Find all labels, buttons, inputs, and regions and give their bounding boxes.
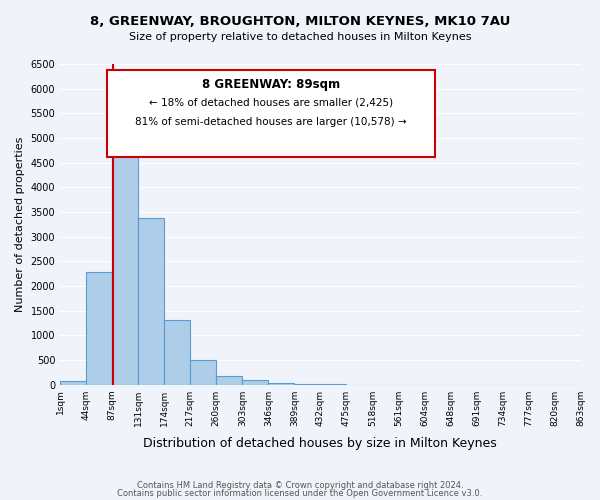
Text: 81% of semi-detached houses are larger (10,578) →: 81% of semi-detached houses are larger (… xyxy=(135,117,407,127)
Bar xyxy=(164,320,190,384)
Text: Contains public sector information licensed under the Open Government Licence v3: Contains public sector information licen… xyxy=(118,488,482,498)
Y-axis label: Number of detached properties: Number of detached properties xyxy=(15,136,25,312)
Text: Contains HM Land Registry data © Crown copyright and database right 2024.: Contains HM Land Registry data © Crown c… xyxy=(137,481,463,490)
Text: 8, GREENWAY, BROUGHTON, MILTON KEYNES, MK10 7AU: 8, GREENWAY, BROUGHTON, MILTON KEYNES, M… xyxy=(90,15,510,28)
Bar xyxy=(138,218,164,384)
Bar xyxy=(112,116,138,384)
Bar xyxy=(190,360,216,384)
Bar xyxy=(216,376,242,384)
Bar xyxy=(242,380,268,384)
X-axis label: Distribution of detached houses by size in Milton Keynes: Distribution of detached houses by size … xyxy=(143,437,497,450)
FancyBboxPatch shape xyxy=(107,70,435,157)
Text: ← 18% of detached houses are smaller (2,425): ← 18% of detached houses are smaller (2,… xyxy=(149,98,393,108)
Text: 8 GREENWAY: 89sqm: 8 GREENWAY: 89sqm xyxy=(202,78,340,92)
Bar xyxy=(86,272,112,384)
Text: Size of property relative to detached houses in Milton Keynes: Size of property relative to detached ho… xyxy=(129,32,471,42)
Bar xyxy=(60,381,86,384)
Bar xyxy=(268,382,295,384)
